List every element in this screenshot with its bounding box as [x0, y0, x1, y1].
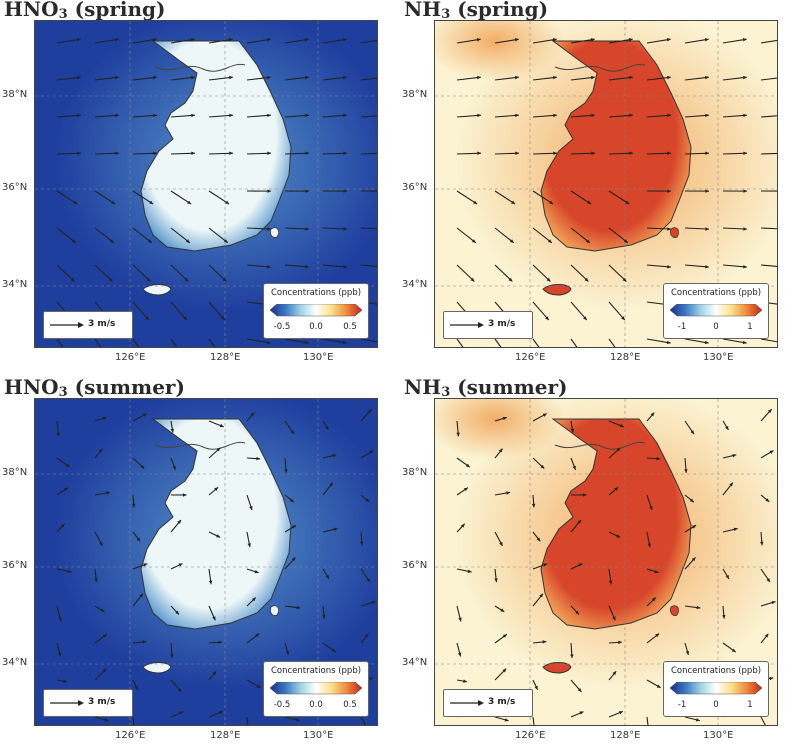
wind-arrow-icon: [48, 690, 88, 716]
latitude-label: 34°N: [2, 657, 27, 668]
concentration-legend: Concentrations (ppb) -1 0 1: [663, 283, 769, 339]
longitude-label: 130°E: [703, 730, 733, 741]
latitude-label: 36°N: [2, 560, 27, 571]
wind-scale-legend: 3 m/s: [443, 311, 533, 339]
title-text: NH: [404, 375, 441, 399]
map-panel-2: HNO3 (summer) 3 m/s Concentrations (ppb) -0…: [0, 378, 400, 753]
colorbar-tick-label: -0.5: [272, 700, 292, 710]
latitude-label: 36°N: [2, 182, 27, 193]
wind-arrow-icon: [48, 312, 88, 338]
title-text: NH: [404, 0, 441, 21]
longitude-label: 128°E: [610, 730, 640, 741]
colorbar-tick-label: 1: [740, 322, 760, 332]
colorbar: [670, 682, 762, 696]
map-frame: 3 m/s Concentrations (ppb) -1 0 1: [434, 20, 778, 348]
longitude-label: 130°E: [303, 730, 333, 741]
panel-title: HNO3 (spring): [4, 0, 165, 22]
colorbar-tick-label: -1: [672, 322, 692, 332]
wind-arrow-icon: [448, 312, 488, 338]
latitude-label: 34°N: [402, 279, 427, 290]
colorbar-tick-label: 0: [706, 322, 726, 332]
longitude-label: 128°E: [210, 730, 240, 741]
legend-title: Concentrations (ppb): [664, 288, 768, 298]
colorbar-tick-label: 0.5: [340, 700, 360, 710]
island: [670, 606, 678, 616]
island: [270, 606, 278, 616]
map-frame: 3 m/s Concentrations (ppb) -1 0 1: [434, 398, 778, 726]
title-text: HNO: [4, 0, 59, 21]
latitude-label: 38°N: [402, 89, 427, 100]
colorbar-tick-label: 0.0: [306, 700, 326, 710]
map-panel-1: NH3 (spring) 3 m/s Concentrations (ppb) -1 0…: [400, 0, 800, 375]
longitude-label: 126°E: [515, 352, 545, 363]
wind-scale-legend: 3 m/s: [43, 311, 133, 339]
island: [670, 228, 678, 238]
latitude-label: 38°N: [2, 89, 27, 100]
panel-title: HNO3 (summer): [4, 375, 185, 400]
longitude-label: 130°E: [303, 352, 333, 363]
latitude-label: 36°N: [402, 560, 427, 571]
map-panel-0: HNO3 (spring) 3 m/s Concentrations (ppb) -0…: [0, 0, 400, 375]
wind-scale-label: 3 m/s: [88, 319, 115, 329]
wind-scale-label: 3 m/s: [488, 697, 515, 707]
colorbar: [670, 304, 762, 318]
colorbar-tick-label: 0.5: [340, 322, 360, 332]
longitude-label: 128°E: [610, 352, 640, 363]
legend-title: Concentrations (ppb): [264, 666, 368, 676]
wind-scale-legend: 3 m/s: [443, 689, 533, 717]
longitude-label: 126°E: [115, 730, 145, 741]
latitude-label: 34°N: [2, 279, 27, 290]
latitude-label: 38°N: [402, 467, 427, 478]
colorbar: [270, 304, 362, 318]
panel-title: NH3 (summer): [404, 375, 568, 400]
title-season: (summer): [450, 375, 567, 399]
title-season: (spring): [68, 0, 166, 21]
concentration-legend: Concentrations (ppb) -1 0 1: [663, 661, 769, 717]
colorbar-tick-label: 1: [740, 700, 760, 710]
wind-arrow-icon: [448, 690, 488, 716]
wind-scale-label: 3 m/s: [88, 697, 115, 707]
colorbar-tick-label: 0.0: [306, 322, 326, 332]
latitude-label: 34°N: [402, 657, 427, 668]
title-text: HNO: [4, 375, 59, 399]
longitude-label: 126°E: [115, 352, 145, 363]
colorbar-tick-label: -0.5: [272, 322, 292, 332]
island: [270, 228, 278, 238]
wind-scale-legend: 3 m/s: [43, 689, 133, 717]
title-season: (spring): [450, 0, 548, 21]
title-season: (summer): [68, 375, 185, 399]
concentration-legend: Concentrations (ppb) -0.5 0.0 0.5: [263, 283, 369, 339]
latitude-label: 36°N: [402, 182, 427, 193]
legend-title: Concentrations (ppb): [664, 666, 768, 676]
colorbar-tick-label: -1: [672, 700, 692, 710]
longitude-label: 128°E: [210, 352, 240, 363]
longitude-label: 126°E: [515, 730, 545, 741]
wind-scale-label: 3 m/s: [488, 319, 515, 329]
map-frame: 3 m/s Concentrations (ppb) -0.5 0.0 0.5: [34, 398, 378, 726]
panel-title: NH3 (spring): [404, 0, 548, 22]
map-frame: 3 m/s Concentrations (ppb) -0.5 0.0 0.5: [34, 20, 378, 348]
concentration-legend: Concentrations (ppb) -0.5 0.0 0.5: [263, 661, 369, 717]
longitude-label: 130°E: [703, 352, 733, 363]
legend-title: Concentrations (ppb): [264, 288, 368, 298]
colorbar: [270, 682, 362, 696]
latitude-label: 38°N: [2, 467, 27, 478]
map-panel-3: NH3 (summer) 3 m/s Concentrations (ppb) -1 0…: [400, 378, 800, 753]
colorbar-tick-label: 0: [706, 700, 726, 710]
